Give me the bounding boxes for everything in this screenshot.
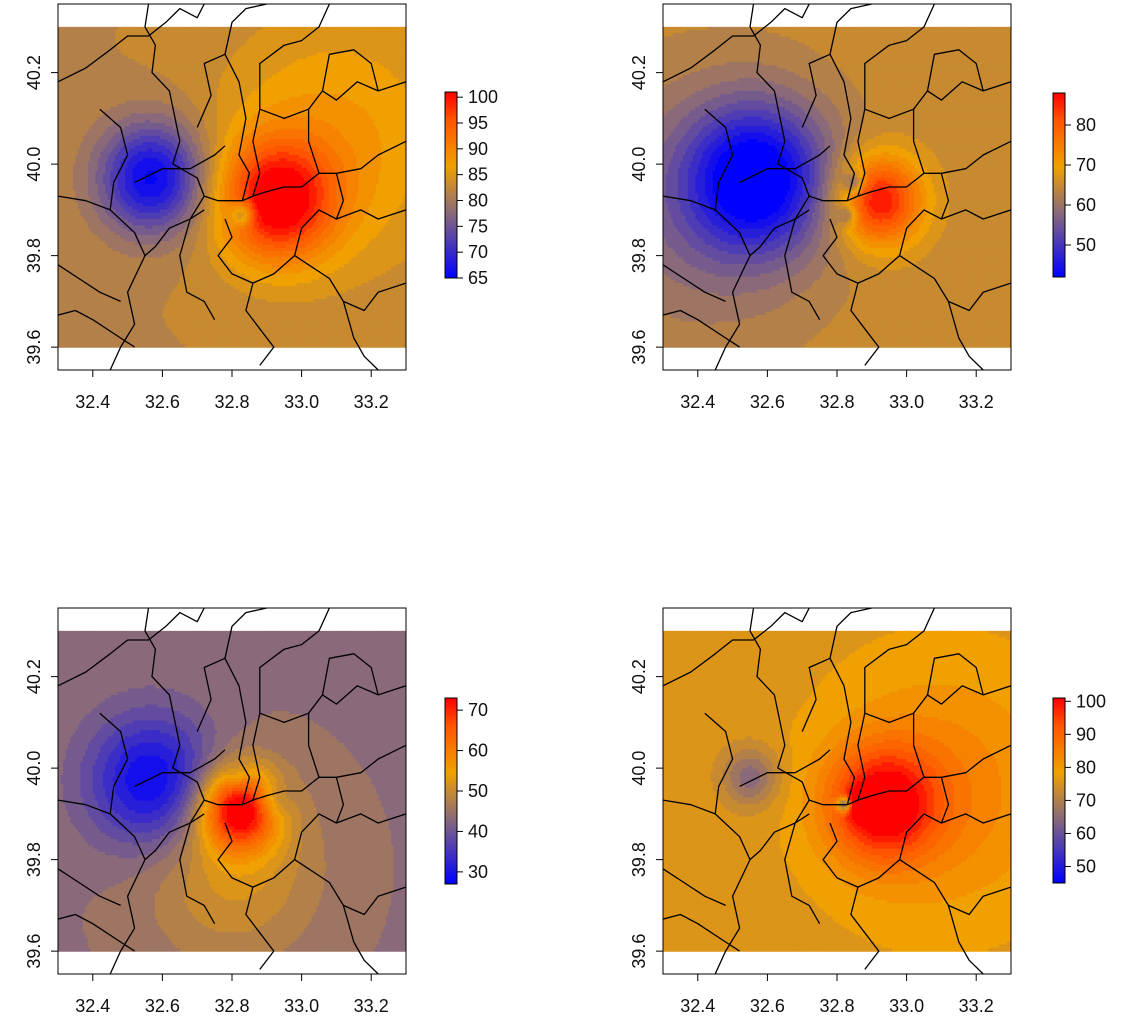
colorbar-tick-label: 80 (1076, 757, 1096, 777)
district-boundaries (663, 4, 1011, 370)
colorbar: 65 70 75 80 85 90 95 100 (444, 87, 498, 288)
interpolated-field (58, 630, 406, 952)
colorbar-tick-label: 60 (1076, 195, 1096, 215)
x-tick-label: 32.4 (680, 392, 715, 412)
x-tick-label: 32.6 (750, 996, 785, 1016)
colorbar-tick-label: 90 (1076, 724, 1096, 744)
district-boundaries (58, 4, 406, 370)
colorbar-tick-label: 70 (1076, 790, 1096, 810)
colorbar: 50 60 70 80 (1052, 92, 1096, 278)
y-tick-label: 40.2 (629, 659, 649, 694)
x-tick-label: 33.0 (284, 996, 319, 1016)
colorbar-tick-label: 90 (468, 139, 488, 159)
y-tick-label: 39.6 (629, 934, 649, 969)
y-tick-label: 39.6 (24, 934, 44, 969)
x-tick-label: 33.2 (959, 996, 994, 1016)
x-tick-label: 33.2 (959, 392, 994, 412)
colorbar-tick-label: 70 (468, 700, 488, 720)
y-tick-label: 40.2 (629, 55, 649, 90)
colorbar-tick-label: 80 (468, 191, 488, 211)
y-tick-label: 39.8 (629, 842, 649, 877)
y-tick-label: 39.8 (629, 238, 649, 273)
y-tick-label: 39.6 (629, 330, 649, 365)
x-tick-label: 32.6 (145, 996, 180, 1016)
x-tick-label: 32.6 (750, 392, 785, 412)
colorbar: 50 60 70 80 90 100 (1052, 691, 1106, 884)
colorbar-tick-label: 85 (468, 165, 488, 185)
x-tick-label: 33.2 (354, 392, 389, 412)
colorbar-tick-label: 100 (1076, 691, 1106, 711)
colorbar-tick-label: 60 (1076, 823, 1096, 843)
colorbar-gradient (1052, 697, 1066, 884)
colorbar-gradient (1052, 92, 1066, 278)
colorbar-gradient (444, 697, 458, 885)
colorbar-tick-label: 30 (468, 862, 488, 882)
y-tick-label: 39.6 (24, 330, 44, 365)
x-tick-label: 32.4 (75, 392, 110, 412)
district-boundaries (663, 608, 1011, 974)
y-tick-label: 40.0 (24, 751, 44, 786)
colorbar-tick-label: 50 (1076, 235, 1096, 255)
x-tick-label: 32.4 (75, 996, 110, 1016)
x-tick-label: 33.0 (889, 392, 924, 412)
interpolated-field (663, 630, 1011, 952)
y-tick-label: 40.2 (24, 55, 44, 90)
y-tick-label: 40.0 (24, 147, 44, 182)
x-tick-label: 33.2 (354, 996, 389, 1016)
colorbar-tick-label: 75 (468, 216, 488, 236)
x-tick-label: 32.4 (680, 996, 715, 1016)
y-tick-label: 40.0 (629, 147, 649, 182)
colorbar-tick-label: 70 (468, 242, 488, 262)
colorbar-tick-label: 50 (468, 781, 488, 801)
colorbar-tick-label: 95 (468, 113, 488, 133)
x-tick-label: 32.6 (145, 392, 180, 412)
colorbar-tick-label: 70 (1076, 155, 1096, 175)
map-panel-1: 32.4 32.6 32.8 33.0 33.2 39.6 39.8 40.0 40.2 65 70… (24, 3, 498, 412)
map-panel-4: 32.4 32.6 32.8 33.0 33.2 39.6 39.8 40.0 40.2 50 60… (629, 607, 1106, 1016)
y-tick-label: 39.8 (24, 842, 44, 877)
colorbar-tick-label: 80 (1076, 115, 1096, 135)
x-tick-label: 33.0 (889, 996, 924, 1016)
y-tick-label: 39.8 (24, 238, 44, 273)
x-tick-label: 32.8 (214, 996, 249, 1016)
interpolated-field (663, 26, 1011, 348)
y-tick-label: 40.0 (629, 751, 649, 786)
colorbar-tick-label: 60 (468, 741, 488, 761)
x-tick-label: 33.0 (284, 392, 319, 412)
district-boundaries (58, 608, 406, 974)
colorbar-tick-label: 40 (468, 821, 488, 841)
colorbar-tick-label: 65 (468, 268, 488, 288)
colorbar: 30 40 50 60 70 (444, 697, 488, 885)
map-panel-2: 32.4 32.6 32.8 33.0 33.2 39.6 39.8 40.0 40.2 50 60… (629, 3, 1096, 412)
x-tick-label: 32.8 (819, 392, 854, 412)
colorbar-tick-label: 100 (468, 87, 498, 107)
x-tick-label: 32.8 (819, 996, 854, 1016)
x-tick-label: 32.8 (214, 392, 249, 412)
colorbar-gradient (444, 91, 458, 279)
map-panel-3: 32.4 32.6 32.8 33.0 33.2 39.6 39.8 40.0 40.2 30 40… (24, 607, 488, 1016)
colorbar-tick-label: 50 (1076, 856, 1096, 876)
interpolated-field (58, 26, 406, 348)
y-tick-label: 40.2 (24, 659, 44, 694)
